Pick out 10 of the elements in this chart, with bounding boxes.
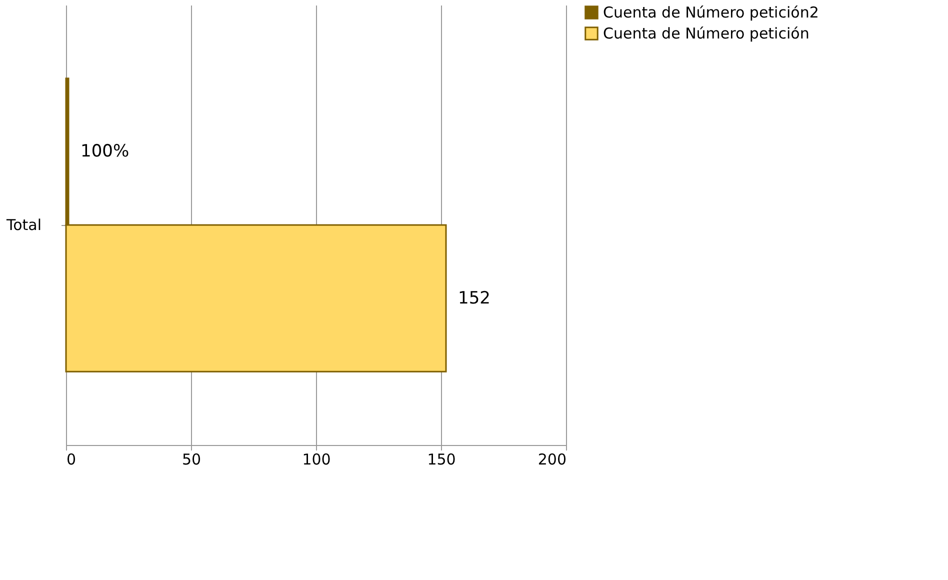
legend-label: Cuenta de Número petición2 bbox=[603, 4, 819, 22]
x-tick-label: 100 bbox=[302, 450, 331, 468]
data-label: 100% bbox=[80, 142, 130, 162]
x-tick-label: 150 bbox=[427, 450, 456, 468]
x-tick-label: 200 bbox=[538, 450, 566, 468]
data-label: 152 bbox=[458, 288, 490, 308]
legend-label: Cuenta de Número petición bbox=[603, 24, 810, 42]
x-tick-label: 50 bbox=[182, 450, 202, 468]
y-tick-label: Total bbox=[5, 216, 42, 234]
x-tick-label: 0 bbox=[66, 450, 76, 468]
